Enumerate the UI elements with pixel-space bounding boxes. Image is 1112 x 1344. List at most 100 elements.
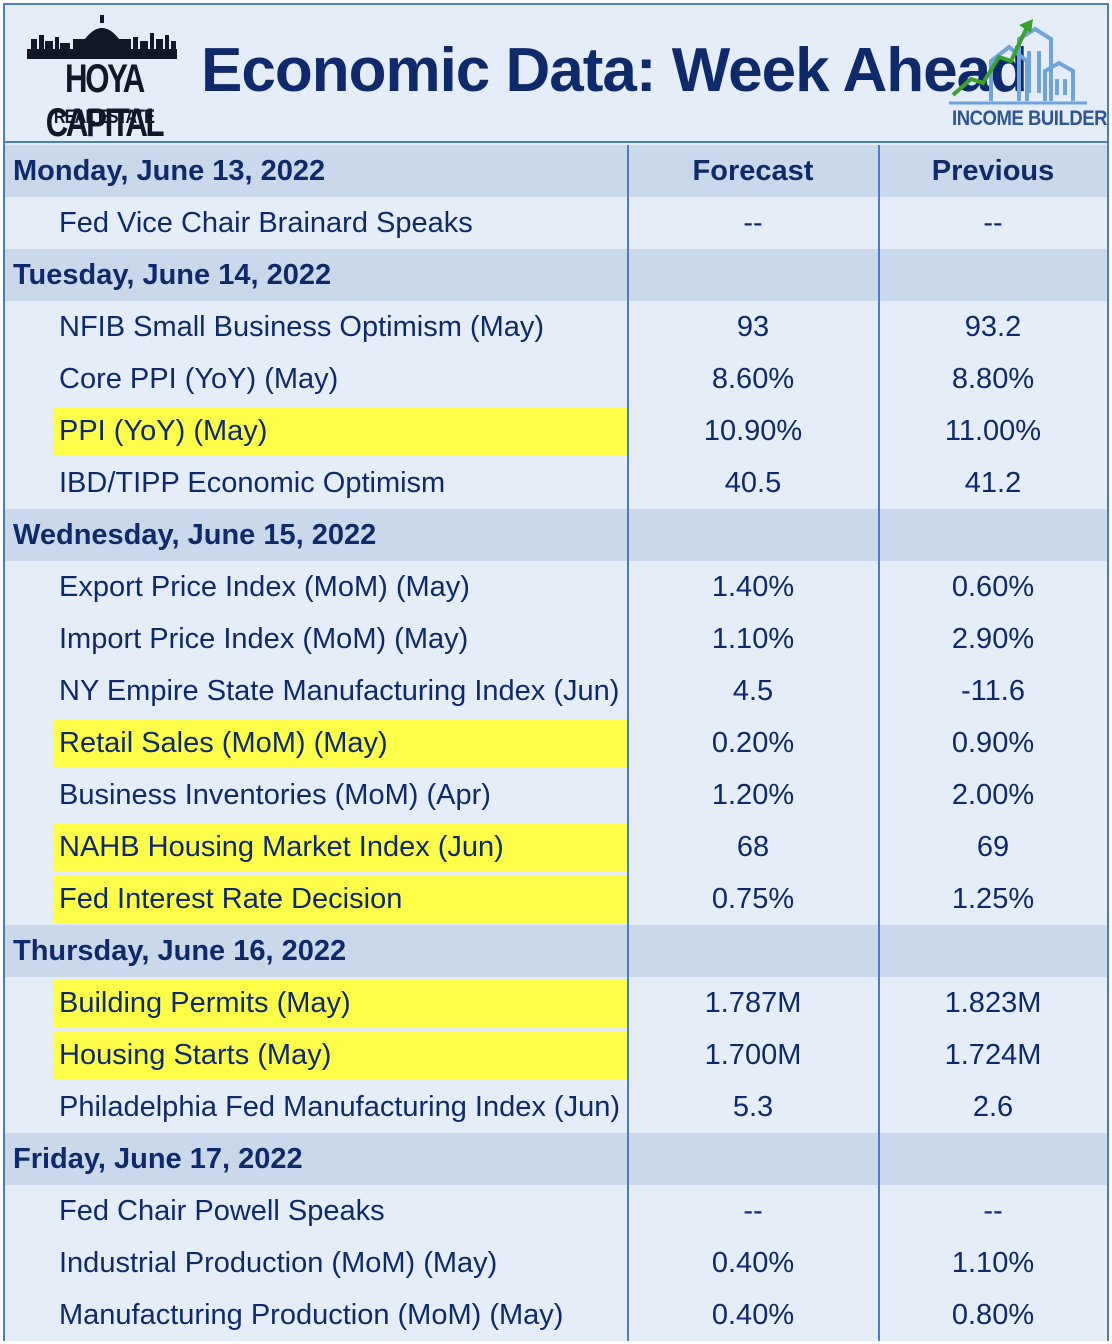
- previous-value: 93.2: [964, 311, 1022, 343]
- table-row: Export Price Index (MoM) (May) 1.40% 0.60%: [5, 561, 1107, 613]
- calendar-card: HOYA CAPITAL REAL ESTATE Economic Data: …: [3, 3, 1109, 1341]
- indicator-label: Fed Chair Powell Speaks: [5, 1185, 627, 1237]
- indicator-label: Industrial Production (MoM) (May): [5, 1237, 627, 1289]
- forecast-value: 0.75%: [711, 883, 795, 915]
- indicator-name: NFIB Small Business Optimism (May): [59, 311, 545, 343]
- table-row: Manufacturing Production (MoM) (May) 0.40…: [5, 1289, 1107, 1341]
- indicator-label: IBD/TIPP Economic Optimism: [5, 457, 627, 509]
- indicator-name: Retail Sales (MoM) (May): [59, 727, 388, 759]
- previous-value: 0.80%: [951, 1299, 1035, 1331]
- previous-value: 1.823M: [944, 987, 1042, 1019]
- forecast-value: 68: [736, 831, 770, 863]
- forecast-value: 0.20%: [711, 727, 795, 759]
- indicator-name: Housing Starts (May): [59, 1039, 332, 1071]
- indicator-label: Fed Vice Chair Brainard Speaks: [5, 197, 627, 249]
- previous-value: 2.6: [972, 1091, 1014, 1123]
- previous-value: 0.90%: [951, 727, 1035, 759]
- previous-value: 0.60%: [951, 571, 1035, 603]
- indicator-label: Import Price Index (MoM) (May): [5, 613, 627, 665]
- table-row: Fed Vice Chair Brainard Speaks -- --: [5, 197, 1107, 249]
- indicator-label: Housing Starts (May): [53, 1031, 627, 1079]
- forecast-value: --: [743, 207, 763, 239]
- forecast-value: --: [743, 1195, 763, 1227]
- day-header-row: Friday, June 17, 2022: [5, 1133, 1107, 1185]
- table-row: Industrial Production (MoM) (May) 0.40% 1.…: [5, 1237, 1107, 1289]
- indicator-label: PPI (YoY) (May): [53, 407, 627, 455]
- indicator-label: Retail Sales (MoM) (May): [53, 719, 627, 767]
- previous-value: 1.25%: [951, 883, 1035, 915]
- indicator-name: Philadelphia Fed Manufacturing Index (Ju…: [59, 1091, 620, 1123]
- table-row: IBD/TIPP Economic Optimism 40.5 41.2: [5, 457, 1107, 509]
- previous-value: 1.724M: [944, 1039, 1042, 1071]
- forecast-value: 4.5: [732, 675, 774, 707]
- table-row: NAHB Housing Market Index (Jun) 68 69: [5, 821, 1107, 873]
- table-row: Building Permits (May) 1.787M 1.823M: [5, 977, 1107, 1029]
- forecast-value: 1.10%: [711, 623, 795, 655]
- previous-column-header: Previous: [931, 155, 1055, 187]
- indicator-label: Export Price Index (MoM) (May): [5, 561, 627, 613]
- indicator-name: Fed Vice Chair Brainard Speaks: [59, 207, 473, 239]
- forecast-value: 93: [736, 311, 770, 343]
- indicator-name: Manufacturing Production (MoM) (May): [59, 1299, 564, 1331]
- forecast-value: 0.40%: [711, 1247, 795, 1279]
- table-row: Retail Sales (MoM) (May) 0.20% 0.90%: [5, 717, 1107, 769]
- indicator-name: Industrial Production (MoM) (May): [59, 1247, 498, 1279]
- table-row: Fed Chair Powell Speaks -- --: [5, 1185, 1107, 1237]
- table-row: Fed Interest Rate Decision 0.75% 1.25%: [5, 873, 1107, 925]
- forecast-value: 10.90%: [703, 415, 803, 447]
- growth-buildings-icon: [949, 19, 1087, 105]
- table-row: NY Empire State Manufacturing Index (Jun…: [5, 665, 1107, 717]
- forecast-value: 1.700M: [704, 1039, 802, 1071]
- day-label: Thursday, June 16, 2022: [13, 935, 347, 967]
- day-header-row: Wednesday, June 15, 2022: [5, 509, 1107, 561]
- indicator-name: Business Inventories (MoM) (Apr): [59, 779, 491, 811]
- indicator-name: Core PPI (YoY) (May): [59, 363, 339, 395]
- indicator-label: Business Inventories (MoM) (Apr): [5, 769, 627, 821]
- logo-subtitle: REAL ESTATE: [53, 107, 155, 128]
- column-divider: [878, 145, 880, 1341]
- forecast-value: 1.40%: [711, 571, 795, 603]
- indicator-name: NAHB Housing Market Index (Jun): [59, 831, 504, 863]
- table-row: Business Inventories (MoM) (Apr) 1.20% 2.0…: [5, 769, 1107, 821]
- previous-value: 8.80%: [951, 363, 1035, 395]
- table-row: Import Price Index (MoM) (May) 1.10% 2.90%: [5, 613, 1107, 665]
- table-row: NFIB Small Business Optimism (May) 93 93.2: [5, 301, 1107, 353]
- capitol-skyline-icon: [27, 15, 177, 59]
- previous-value: 2.90%: [951, 623, 1035, 655]
- logo-name: HOYA CAPITAL: [45, 57, 165, 145]
- indicator-name: Import Price Index (MoM) (May): [59, 623, 469, 655]
- indicator-label: Philadelphia Fed Manufacturing Index (Ju…: [5, 1081, 627, 1133]
- indicator-name: Building Permits (May): [59, 987, 351, 1019]
- previous-value: 11.00%: [944, 415, 1042, 447]
- table-row: PPI (YoY) (May) 10.90% 11.00%: [5, 405, 1107, 457]
- indicator-label: NAHB Housing Market Index (Jun): [53, 823, 627, 871]
- page-title: Economic Data: Week Ahead: [201, 36, 1028, 105]
- indicator-label: Fed Interest Rate Decision: [53, 875, 627, 923]
- indicator-name: NY Empire State Manufacturing Index (Jun…: [59, 675, 620, 707]
- table-row: Housing Starts (May) 1.700M 1.724M: [5, 1029, 1107, 1081]
- day-header-row: Monday, June 13, 2022 Forecast Previous: [5, 145, 1107, 197]
- forecast-column-header: Forecast: [692, 155, 814, 187]
- forecast-value: 1.20%: [711, 779, 795, 811]
- previous-value: 2.00%: [951, 779, 1035, 811]
- indicator-label: Core PPI (YoY) (May): [5, 353, 627, 405]
- previous-value: 69: [976, 831, 1010, 863]
- forecast-value: 5.3: [732, 1091, 774, 1123]
- table-row: Core PPI (YoY) (May) 8.60% 8.80%: [5, 353, 1107, 405]
- column-divider: [627, 145, 629, 1341]
- forecast-value: 40.5: [724, 467, 782, 499]
- header: HOYA CAPITAL REAL ESTATE Economic Data: …: [5, 5, 1108, 145]
- income-builder-logo: INCOME BUILDER: [943, 15, 1108, 137]
- indicator-name: Fed Interest Rate Decision: [59, 883, 403, 915]
- income-builder-label: INCOME BUILDER: [952, 107, 1108, 130]
- previous-value: --: [983, 207, 1003, 239]
- forecast-value: 1.787M: [704, 987, 802, 1019]
- day-header-row: Thursday, June 16, 2022: [5, 925, 1107, 977]
- day-label: Friday, June 17, 2022: [13, 1143, 303, 1175]
- table-row: Philadelphia Fed Manufacturing Index (Ju…: [5, 1081, 1107, 1133]
- forecast-value: 0.40%: [711, 1299, 795, 1331]
- indicator-label: Manufacturing Production (MoM) (May): [5, 1289, 627, 1341]
- indicator-label: NY Empire State Manufacturing Index (Jun…: [5, 665, 627, 717]
- day-header-row: Tuesday, June 14, 2022: [5, 249, 1107, 301]
- day-label: Tuesday, June 14, 2022: [13, 259, 332, 291]
